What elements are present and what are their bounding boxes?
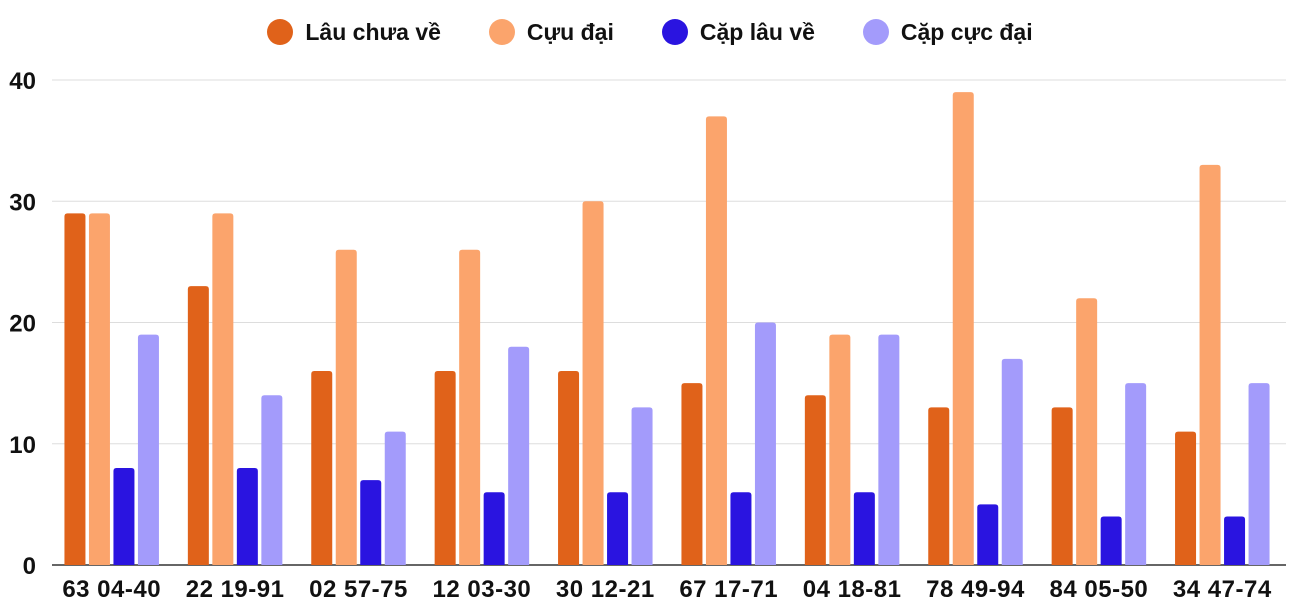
legend-swatch-series-3	[661, 19, 688, 45]
bar-4-1	[137, 334, 159, 565]
legend-item-series-4: Cặp cực đại	[862, 18, 1033, 46]
bar-1-3	[311, 371, 333, 565]
bar-3-7	[853, 492, 875, 565]
bar-1-5	[558, 371, 580, 565]
bar-2-3	[335, 249, 357, 565]
bar-2-7	[829, 334, 851, 565]
x-category-label: 84 05-50	[1050, 576, 1149, 600]
bar-2-4	[459, 249, 481, 565]
bar-1-1	[64, 213, 86, 565]
bar-4-4	[508, 346, 530, 565]
x-category-label: 34 47-74	[1173, 576, 1272, 600]
bar-4-2	[261, 395, 283, 565]
bar-4-3	[384, 431, 406, 565]
bar-4-10	[1248, 383, 1270, 565]
chart-legend: Lâu chưa về Cựu đại Cặp lâu về Cặp cực đ…	[0, 14, 1300, 50]
bar-3-5	[607, 492, 629, 565]
x-category-label: 67 17-71	[679, 576, 778, 600]
bar-1-2	[187, 286, 209, 565]
x-category-label: 02 57-75	[309, 576, 408, 600]
x-category-label: 12 03-30	[433, 576, 532, 600]
x-category-label: 22 19-91	[186, 576, 285, 600]
bar-4-7	[878, 334, 900, 565]
bar-3-1	[113, 468, 135, 565]
bar-2-8	[952, 92, 974, 565]
bar-4-8	[1001, 358, 1023, 565]
bar-1-7	[804, 395, 826, 565]
bar-3-4	[483, 492, 505, 565]
bar-1-10	[1175, 431, 1197, 565]
y-axis-ticks: 0 10 20 30 40	[9, 68, 36, 580]
y-tick-label: 20	[9, 311, 36, 338]
legend-swatch-series-4	[862, 19, 889, 45]
bar-1-9	[1051, 407, 1073, 565]
legend-label-series-1: Lâu chưa về	[305, 18, 441, 45]
bar-1-4	[434, 371, 456, 565]
bar-4-6	[754, 322, 776, 565]
legend-item-series-2: Cựu đại	[488, 18, 614, 46]
bar-2-2	[212, 213, 234, 565]
y-tick-label: 30	[9, 189, 36, 216]
bar-3-3	[360, 480, 382, 565]
bar-4-9	[1125, 383, 1147, 565]
legend-label-series-3: Cặp lâu về	[699, 18, 815, 45]
legend-item-series-1: Lâu chưa về	[267, 19, 441, 46]
bar-4-5	[631, 407, 653, 565]
bar-3-9	[1100, 516, 1122, 565]
bar-1-8	[928, 407, 950, 565]
bar-3-10	[1224, 516, 1246, 565]
y-tick-label: 40	[9, 68, 36, 95]
bar-3-2	[236, 468, 258, 565]
bar-2-5	[582, 201, 604, 565]
y-tick-label: 10	[9, 432, 36, 459]
x-category-label: 30 12-21	[556, 576, 655, 600]
legend-label-series-2: Cựu đại	[526, 18, 614, 45]
bar-3-8	[977, 504, 999, 565]
x-category-label: 04 18-81	[803, 576, 902, 600]
bar-2-10	[1199, 164, 1221, 565]
bar-2-1	[88, 213, 110, 565]
bars	[64, 92, 1270, 565]
bar-2-9	[1076, 298, 1098, 565]
x-category-label: 63 04-40	[62, 576, 161, 600]
x-axis-labels: 63 04-40 22 19-91 02 57-75 12 03-30 30 12-21…	[62, 576, 1271, 600]
bar-3-6	[730, 492, 752, 565]
legend-item-series-3: Cặp lâu về	[661, 18, 815, 46]
y-tick-label: 0	[23, 553, 36, 580]
legend-swatch-series-2	[488, 19, 515, 45]
bar-1-6	[681, 383, 703, 565]
legend-label-series-4: Cặp cực đại	[900, 18, 1033, 45]
legend-swatch-series-1	[267, 19, 294, 45]
bar-2-6	[705, 116, 727, 565]
x-category-label: 78 49-94	[926, 576, 1025, 600]
